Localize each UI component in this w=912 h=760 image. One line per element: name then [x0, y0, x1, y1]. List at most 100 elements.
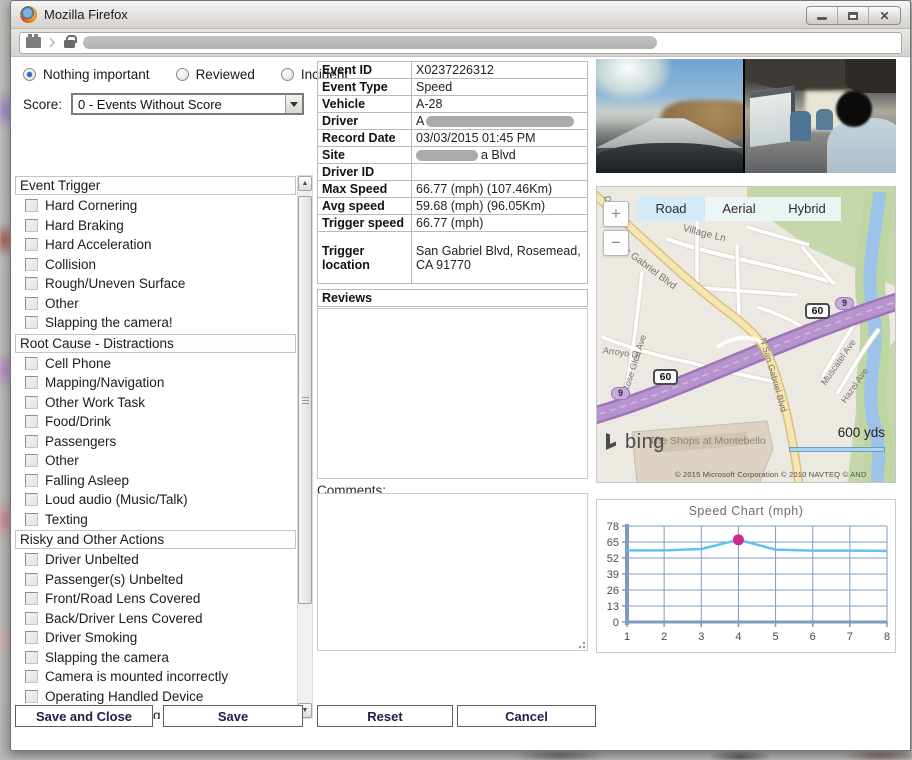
checkbox[interactable]: [25, 218, 38, 232]
details-row: Driver A: [317, 112, 588, 130]
scrollbar-thumb[interactable]: [298, 196, 312, 604]
checklist-item[interactable]: Other: [15, 294, 296, 314]
checklist: Event Trigger Hard Cornering Hard Braking H…: [15, 175, 296, 719]
checklist-item[interactable]: Food/Drink: [15, 412, 296, 432]
checklist-item[interactable]: Driver Unbelted: [15, 550, 296, 570]
textarea-resize-grip[interactable]: [576, 639, 586, 649]
checkbox[interactable]: [25, 650, 38, 664]
checkbox[interactable]: [25, 199, 38, 213]
title-bar[interactable]: Mozilla Firefox ✕: [11, 1, 910, 29]
checklist-item[interactable]: Collision: [15, 255, 296, 275]
checkbox-label: Slapping the camera!: [45, 315, 173, 331]
map-type-road[interactable]: Road: [637, 197, 705, 221]
checklist-item[interactable]: Loud audio (Music/Talk): [15, 490, 296, 510]
reviews-box: [317, 308, 588, 479]
page-content: Nothing important Reviewed Incident Score:…: [11, 57, 910, 750]
maximize-button[interactable]: [838, 7, 869, 24]
checkbox[interactable]: [25, 611, 38, 625]
checkbox[interactable]: [25, 296, 38, 310]
svg-text:1: 1: [624, 631, 630, 643]
status-radio-reviewed[interactable]: Reviewed: [175, 67, 255, 82]
checkbox[interactable]: [25, 631, 38, 645]
map-copyright: © 2015 Microsoft Corporation © 2010 NAVT…: [675, 470, 867, 479]
svg-text:39: 39: [607, 569, 619, 581]
save-button[interactable]: Save: [163, 705, 303, 727]
checklist-item[interactable]: Front/Road Lens Covered: [15, 589, 296, 609]
comments-textarea[interactable]: [317, 493, 588, 651]
checklist-item[interactable]: Hard Braking: [15, 216, 296, 236]
checklist-item[interactable]: Slapping the camera!: [15, 313, 296, 333]
bus-windows: [749, 85, 795, 147]
checklist-item[interactable]: Passengers: [15, 432, 296, 452]
checkbox-label: Cell Phone: [45, 355, 112, 371]
checkbox[interactable]: [25, 454, 38, 468]
minimize-icon: [817, 17, 827, 20]
status-radio-group: Nothing important Reviewed Incident: [23, 67, 348, 82]
checklist-item[interactable]: Passenger(s) Unbelted: [15, 570, 296, 590]
checklist-item[interactable]: Cell Phone: [15, 354, 296, 374]
checkbox[interactable]: [25, 316, 38, 330]
checkbox-label: Driver Smoking: [45, 630, 138, 646]
checkbox[interactable]: [25, 356, 38, 370]
minimize-button[interactable]: [807, 7, 838, 24]
map-canvas[interactable]: Village Ln San Gabriel Blvd Rose Glen Av…: [596, 186, 896, 483]
checklist-item[interactable]: Driver Smoking: [15, 628, 296, 648]
svg-text:26: 26: [607, 585, 619, 597]
map-type-aerial[interactable]: Aerial: [705, 197, 773, 221]
checkbox[interactable]: [25, 238, 38, 252]
checkbox[interactable]: [25, 689, 38, 703]
checkbox[interactable]: [25, 572, 38, 586]
checklist-item[interactable]: Other: [15, 451, 296, 471]
checkbox-label: Other: [45, 453, 79, 469]
checkbox[interactable]: [25, 277, 38, 291]
checkbox[interactable]: [25, 415, 38, 429]
status-radio-nothing-important[interactable]: Nothing important: [23, 67, 150, 82]
radio-icon[interactable]: [175, 68, 189, 81]
dropdown-arrow-icon[interactable]: [285, 95, 302, 113]
checkbox[interactable]: [25, 670, 38, 684]
checkbox[interactable]: [25, 395, 38, 409]
zoom-in-button[interactable]: +: [603, 201, 629, 227]
address-bar[interactable]: [19, 31, 902, 54]
checklist-item[interactable]: Mapping/Navigation: [15, 373, 296, 393]
checklist-item[interactable]: Texting: [15, 510, 296, 530]
checklist-item[interactable]: Back/Driver Lens Covered: [15, 609, 296, 629]
zoom-out-button[interactable]: −: [603, 230, 629, 256]
cancel-button[interactable]: Cancel: [457, 705, 596, 727]
checklist-item[interactable]: Operating Handled Device: [15, 687, 296, 707]
checklist-item[interactable]: Rough/Uneven Surface: [15, 274, 296, 294]
radio-icon[interactable]: [23, 68, 36, 81]
checkbox[interactable]: [25, 434, 38, 448]
checkbox[interactable]: [25, 592, 38, 606]
driver-camera-image: [745, 59, 896, 173]
reset-button[interactable]: Reset: [317, 705, 453, 727]
close-button[interactable]: ✕: [869, 7, 900, 24]
checklist-scrollbar[interactable]: ▲ ▼: [297, 175, 313, 719]
checkbox[interactable]: [25, 257, 38, 271]
map-type-hybrid[interactable]: Hybrid: [773, 197, 841, 221]
checkbox[interactable]: [25, 473, 38, 487]
scroll-up-arrow[interactable]: ▲: [298, 176, 312, 191]
vehicle-dashboard: [596, 143, 743, 173]
checklist-item[interactable]: Falling Asleep: [15, 471, 296, 491]
svg-text:13: 13: [607, 601, 619, 613]
checklist-item[interactable]: Slapping the camera: [15, 648, 296, 668]
checklist-item[interactable]: Other Work Task: [15, 393, 296, 413]
checkbox[interactable]: [25, 512, 38, 526]
checkbox[interactable]: [25, 553, 38, 567]
checkbox[interactable]: [25, 376, 38, 390]
details-row: Site a Blvd: [317, 146, 588, 164]
checklist-item[interactable]: Hard Acceleration: [15, 235, 296, 255]
radio-icon[interactable]: [280, 68, 294, 81]
checklist-item[interactable]: Camera is mounted incorrectly: [15, 667, 296, 687]
driver-blurred-face: [835, 90, 872, 127]
score-select[interactable]: 0 - Events Without Score: [71, 93, 304, 115]
map-artwork: [597, 187, 895, 482]
save-and-close-button[interactable]: Save and Close: [15, 705, 153, 727]
checkbox-label: Passengers: [45, 433, 117, 449]
checkbox[interactable]: [25, 493, 38, 507]
checklist-item[interactable]: Hard Cornering: [15, 196, 296, 216]
details-row: Event ID X0237226312: [317, 61, 588, 79]
action-buttons: Save and Close Save Reset Cancel: [15, 705, 596, 727]
